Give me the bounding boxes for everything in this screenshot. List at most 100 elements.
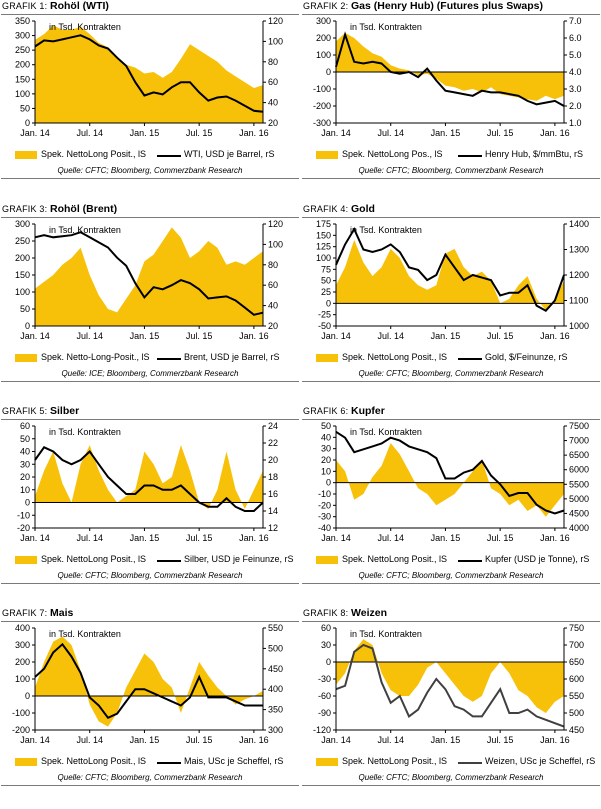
chart-source: Quelle: CFTC; Bloomberg, Commerzbank Res… — [358, 166, 544, 175]
legend-line-label: Weizen, USc je Scheffel, rS — [485, 756, 596, 766]
legend-area-swatch — [316, 758, 338, 766]
series-line — [34, 34, 264, 113]
x-tick-label: Jan. 15 — [431, 735, 461, 745]
right-tick-label: 20 — [268, 321, 278, 331]
x-tick-label: Jan. 15 — [130, 128, 160, 138]
x-tick-label: Jul. 14 — [76, 128, 103, 138]
right-tick-label: 7500 — [569, 421, 589, 431]
x-tick-label: Jan. 16 — [239, 533, 269, 543]
legend-line-swatch — [157, 358, 181, 360]
chart-legend: Spek. NettoLong Posit., lS WTI, USD je Ba… — [1, 148, 299, 162]
right-tick-label: 700 — [569, 640, 584, 650]
chart-number-label: GRAFIK 4: — [303, 204, 352, 214]
left-tick-label: 50 — [321, 276, 331, 286]
chart-title-bar: GRAFIK 5: Silber — [1, 405, 299, 420]
series-area — [35, 25, 263, 123]
right-tick-label: 750 — [569, 623, 584, 633]
series-area — [35, 636, 263, 727]
panel-divider — [302, 583, 600, 584]
chart-title-text: Gold — [351, 203, 375, 215]
chart-legend: Spek. NettoLong Posit., lS Weizen, USc je… — [302, 755, 600, 769]
right-tick-label: 450 — [268, 664, 283, 674]
left-tick-label: -300 — [313, 118, 331, 128]
axis-annotation: in Tsd. Kontrakten — [350, 22, 422, 32]
left-tick-label: 0 — [326, 298, 331, 308]
left-tick-label: -20 — [17, 523, 30, 533]
chart-title: GRAFIK 5: Silber — [2, 405, 79, 417]
chart-panel: GRAFIK 4: Gold -50 -25 0 25 50 75 100 125 150 175 1… — [302, 203, 600, 405]
left-tick-label: 0 — [326, 478, 331, 488]
x-tick-label: Jan. 14 — [20, 735, 50, 745]
chart-plot: -20 -10 0 10 20 30 40 50 60 12 14 16 18 20 22 24 Jan. 14… — [17, 421, 278, 543]
legend-area-swatch — [15, 151, 37, 159]
right-tick-label: 4000 — [569, 523, 589, 533]
left-tick-label: 100 — [316, 50, 331, 60]
chart-title: GRAFIK 2: Gas (Henry Hub) (Futures plus … — [303, 0, 543, 12]
chart-title-bar: GRAFIK 1: Rohöl (WTI) — [1, 0, 299, 15]
chart-legend: Spek. NettoLong Posit., lS Silber, USD je… — [1, 553, 299, 567]
right-tick-label: 5000 — [569, 494, 589, 504]
chart-title-bar: GRAFIK 2: Gas (Henry Hub) (Futures plus … — [302, 0, 600, 15]
right-tick-label: 4500 — [569, 508, 589, 518]
x-tick-label: Jan. 15 — [431, 533, 461, 543]
x-tick-label: Jan. 14 — [20, 331, 50, 341]
x-tick-label: Jul. 14 — [76, 533, 103, 543]
left-tick-label: 300 — [15, 640, 30, 650]
chart-legend: Spek. NettoLong Posit., lS Mais, USc je S… — [1, 755, 299, 769]
series-area — [336, 32, 564, 101]
left-tick-label: 200 — [15, 657, 30, 667]
x-tick-label: Jan. 16 — [239, 735, 269, 745]
left-tick-label: 150 — [316, 230, 331, 240]
chart-number-label: GRAFIK 3: — [2, 204, 51, 214]
right-tick-label: 40 — [268, 98, 278, 108]
x-tick-label: Jan. 15 — [130, 331, 160, 341]
chart-source: Quelle: CFTC; Bloomberg, Commerzbank Res… — [358, 369, 544, 378]
left-tick-label: -200 — [313, 101, 331, 111]
left-tick-label: 100 — [15, 674, 30, 684]
x-tick-label: Jan. 14 — [321, 331, 351, 341]
axis-annotation: in Tsd. Kontrakten — [350, 427, 422, 437]
right-tick-label: 5500 — [569, 479, 589, 489]
x-tick-label: Jan. 16 — [239, 331, 269, 341]
right-tick-label: 20 — [268, 455, 278, 465]
panel-divider — [1, 381, 299, 382]
left-tick-label: 200 — [316, 33, 331, 43]
right-tick-label: 1200 — [569, 270, 589, 280]
left-tick-label: 200 — [15, 60, 30, 70]
series-line — [335, 430, 565, 515]
left-tick-label: -120 — [313, 725, 331, 735]
right-tick-label: 60 — [268, 280, 278, 290]
chart-panel: GRAFIK 1: Rohöl (WTI) 0 50 100 150 200 250 300 3… — [1, 0, 299, 202]
chart-title-bar: GRAFIK 7: Mais — [1, 607, 299, 622]
chart-panel: GRAFIK 7: Mais -200 -100 0 100 200 300 400 300 35… — [1, 607, 299, 809]
chart-title-bar: GRAFIK 4: Gold — [302, 203, 600, 218]
left-tick-label: -100 — [12, 708, 30, 718]
left-tick-label: 50 — [20, 304, 30, 314]
chart-number-label: GRAFIK 7: — [2, 608, 51, 618]
x-tick-label: Jan. 15 — [130, 533, 160, 543]
right-tick-label: 1000 — [569, 321, 589, 331]
legend-line-label: Kupfer (USD je Tonne), rS — [485, 554, 590, 564]
left-tick-label: 150 — [15, 270, 30, 280]
left-tick-label: 250 — [15, 236, 30, 246]
chart-source: Quelle: CFTC; Bloomberg, Commerzbank Res… — [358, 773, 544, 782]
left-tick-label: -40 — [318, 523, 331, 533]
left-tick-label: 300 — [15, 219, 30, 229]
chart-plot: 0 50 100 150 200 250 300 350 20 40 60 80 100 120 Jan. … — [15, 16, 283, 138]
right-tick-label: 350 — [268, 705, 283, 715]
chart-panel: GRAFIK 5: Silber -20 -10 0 10 20 30 40 50 60 12 14 1… — [1, 405, 299, 607]
chart-number-label: GRAFIK 6: — [303, 406, 352, 416]
left-tick-label: -100 — [313, 84, 331, 94]
x-tick-label: Jan. 15 — [431, 128, 461, 138]
left-tick-label: 0 — [25, 118, 30, 128]
right-tick-label: 500 — [268, 643, 283, 653]
chart-panel: GRAFIK 6: Kupfer -40 -30 -20 -10 0 10 20 30 40 50 4… — [302, 405, 600, 607]
x-tick-label: Jul. 15 — [186, 331, 213, 341]
legend-line-label: WTI, USD je Barrel, rS — [184, 149, 275, 159]
x-tick-label: Jan. 16 — [239, 128, 269, 138]
legend-area-label: Spek. NettoLong Posit., lS — [342, 554, 448, 564]
axis-annotation: in Tsd. Kontrakten — [49, 22, 121, 32]
panel-divider — [1, 583, 299, 584]
legend-area-label: Spek. NettoLong Posit., lS — [41, 554, 147, 564]
